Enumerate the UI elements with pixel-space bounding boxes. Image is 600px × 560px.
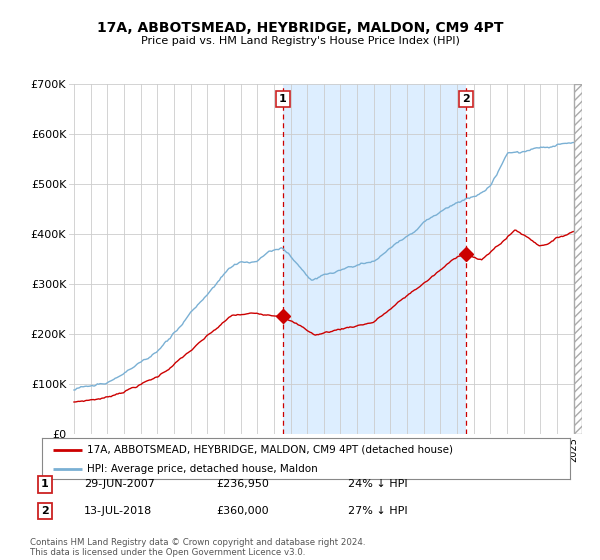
Text: HPI: Average price, detached house, Maldon: HPI: Average price, detached house, Mald… xyxy=(87,464,317,474)
Text: 17A, ABBOTSMEAD, HEYBRIDGE, MALDON, CM9 4PT (detached house): 17A, ABBOTSMEAD, HEYBRIDGE, MALDON, CM9 … xyxy=(87,445,453,455)
Text: Price paid vs. HM Land Registry's House Price Index (HPI): Price paid vs. HM Land Registry's House … xyxy=(140,36,460,46)
Text: 13-JUL-2018: 13-JUL-2018 xyxy=(84,506,152,516)
Text: 1: 1 xyxy=(279,94,287,104)
Text: £360,000: £360,000 xyxy=(216,506,269,516)
Text: 29-JUN-2007: 29-JUN-2007 xyxy=(84,479,155,489)
Text: 2: 2 xyxy=(462,94,470,104)
Text: 27% ↓ HPI: 27% ↓ HPI xyxy=(348,506,407,516)
Text: £236,950: £236,950 xyxy=(216,479,269,489)
Text: Contains HM Land Registry data © Crown copyright and database right 2024.
This d: Contains HM Land Registry data © Crown c… xyxy=(30,538,365,557)
Bar xyxy=(574,84,582,434)
Text: 1: 1 xyxy=(41,479,49,489)
Text: 24% ↓ HPI: 24% ↓ HPI xyxy=(348,479,407,489)
Bar xyxy=(283,84,466,434)
Text: 17A, ABBOTSMEAD, HEYBRIDGE, MALDON, CM9 4PT: 17A, ABBOTSMEAD, HEYBRIDGE, MALDON, CM9 … xyxy=(97,21,503,35)
Text: 2: 2 xyxy=(41,506,49,516)
